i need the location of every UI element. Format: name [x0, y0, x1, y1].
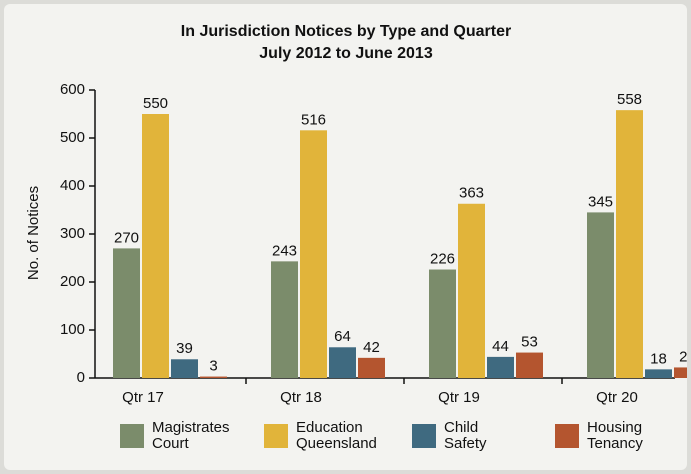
data-label: 3 — [209, 358, 217, 375]
y-tick-label: 200 — [60, 273, 85, 290]
legend-swatch — [412, 424, 436, 448]
legend-item: Education Queensland — [264, 419, 377, 452]
bar — [674, 367, 687, 378]
y-tick-label: 300 — [60, 225, 85, 242]
y-tick-label: 500 — [60, 129, 85, 146]
bar — [516, 352, 543, 378]
bar — [113, 248, 140, 378]
data-label: 53 — [521, 334, 538, 351]
data-label: 44 — [492, 338, 509, 355]
data-label: 270 — [114, 229, 139, 246]
legend-label: Magistrates Court — [152, 419, 230, 452]
legend-item: Child Safety — [412, 420, 504, 452]
bar — [271, 261, 298, 378]
data-label: 42 — [363, 339, 380, 356]
data-label: 18 — [650, 350, 667, 367]
x-tick-label: Qtr 19 — [438, 389, 480, 406]
x-tick-label: Qtr 17 — [122, 389, 164, 406]
data-label: 550 — [143, 95, 168, 112]
bar — [487, 356, 514, 378]
bar — [171, 359, 198, 378]
legend-label: Education Queensland — [296, 419, 377, 452]
y-axis-label: No. of Notices — [25, 186, 42, 280]
bar — [587, 212, 614, 378]
bar — [645, 369, 672, 378]
data-label: 64 — [334, 328, 351, 345]
y-tick-label: 100 — [60, 321, 85, 338]
data-label: 226 — [430, 250, 455, 267]
bar — [429, 269, 456, 378]
data-label: 243 — [272, 242, 297, 259]
legend-swatch — [555, 424, 579, 448]
chart-title: In Jurisdiction Notices by Type and Quar… — [181, 23, 511, 40]
y-tick-label: 600 — [60, 81, 85, 98]
x-tick-label: Qtr 20 — [596, 389, 638, 406]
data-label: 516 — [301, 111, 326, 128]
data-label: 22 — [679, 348, 687, 365]
data-label: 39 — [176, 340, 193, 357]
bar — [329, 347, 356, 378]
legend-item: Magistrates Court — [120, 420, 232, 452]
chart: In Jurisdiction Notices by Type and Quar… — [25, 23, 687, 406]
y-tick-label: 400 — [60, 177, 85, 194]
data-label: 363 — [459, 185, 484, 202]
y-tick-label: 0 — [77, 369, 85, 386]
x-tick-label: Qtr 18 — [280, 389, 322, 406]
bar — [458, 203, 485, 378]
legend-label: Housing Tenancy — [587, 419, 643, 452]
legend-label: Child Safety — [444, 419, 487, 452]
bar — [142, 114, 169, 378]
data-label: 558 — [617, 91, 642, 108]
panel: In Jurisdiction Notices by Type and Quar… — [4, 4, 687, 470]
bar — [616, 110, 643, 378]
bar — [358, 357, 385, 378]
chart-subtitle: July 2012 to June 2013 — [259, 45, 433, 62]
bar — [300, 130, 327, 378]
data-label: 345 — [588, 193, 613, 210]
legend-swatch — [120, 424, 144, 448]
bar — [200, 376, 227, 378]
legend-swatch — [264, 424, 288, 448]
legend-item: Housing Tenancy — [555, 420, 647, 452]
